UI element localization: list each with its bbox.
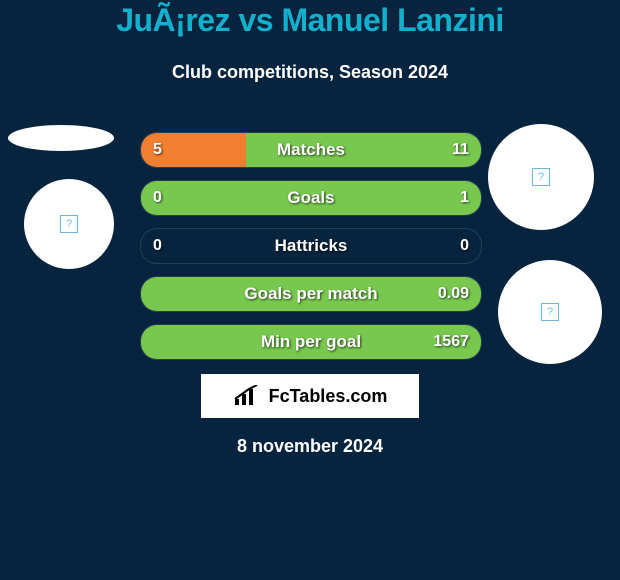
avatar-bottom-right: ?	[498, 260, 602, 364]
date-text: 8 november 2024	[0, 436, 620, 457]
stat-value-right: 1567	[433, 325, 469, 359]
stat-row-3: Goals per match0.09	[140, 276, 482, 312]
stat-row-2: 0Hattricks0	[140, 228, 482, 264]
stat-value-right: 0.09	[438, 277, 469, 311]
placeholder-icon: ?	[532, 168, 550, 186]
subtitle: Club competitions, Season 2024	[0, 62, 620, 83]
stat-value-right: 0	[460, 229, 469, 263]
stat-row-1: 0Goals1	[140, 180, 482, 216]
stat-label: Hattricks	[141, 229, 481, 263]
chart-icon	[233, 385, 261, 407]
fctables-logo: FcTables.com	[201, 374, 419, 418]
stat-row-4: Min per goal1567	[140, 324, 482, 360]
placeholder-icon: ?	[60, 215, 78, 233]
page-title: JuÃ¡rez vs Manuel Lanzini	[0, 2, 620, 39]
stat-label: Min per goal	[141, 325, 481, 359]
stat-label: Goals per match	[141, 277, 481, 311]
avatar-top-right: ?	[488, 124, 594, 230]
stat-value-right: 1	[460, 181, 469, 215]
avatar-left: ?	[24, 179, 114, 269]
stats-container: 5Matches110Goals10Hattricks0Goals per ma…	[140, 120, 480, 372]
stat-label: Goals	[141, 181, 481, 215]
logo-text: FcTables.com	[269, 386, 388, 407]
stat-value-right: 11	[452, 133, 469, 167]
decor-ellipse-tl	[8, 125, 114, 151]
stat-label: Matches	[141, 133, 481, 167]
stat-row-0: 5Matches11	[140, 132, 482, 168]
placeholder-icon: ?	[541, 303, 559, 321]
